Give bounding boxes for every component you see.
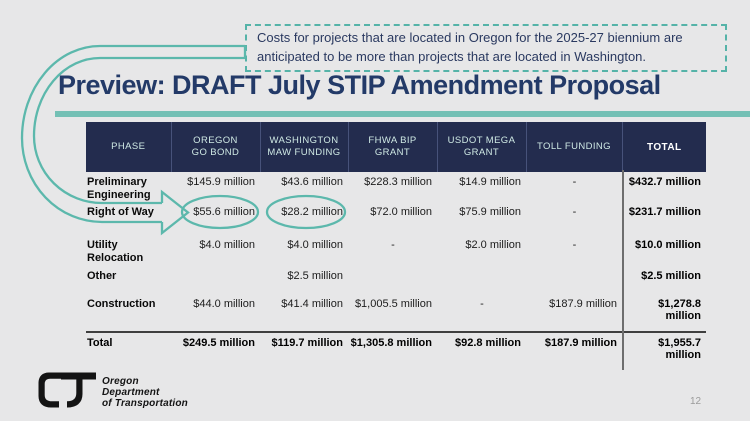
cell-value: $249.5 million xyxy=(171,331,260,363)
cell-value: $187.9 million xyxy=(526,331,622,363)
cell-value: $55.6 million xyxy=(193,206,255,219)
col-header-oregon-go-bond: OREGON GO BOND xyxy=(170,122,260,172)
cell-value: $228.3 million xyxy=(364,176,432,188)
cell-value: $14.9 million xyxy=(459,176,521,188)
table-row: Preliminary Engineering $145.9 million $… xyxy=(86,172,706,202)
phase-label: Total xyxy=(86,331,171,363)
cell-value: $41.4 million xyxy=(281,298,343,311)
odot-logo-icon xyxy=(38,372,96,408)
callout-box: Costs for projects that are located in O… xyxy=(245,24,727,72)
cell-total: $231.7 million xyxy=(628,206,701,219)
cell-value: $4.0 million xyxy=(199,239,255,252)
table-total-row: Total $249.5 million $119.7 million $1,3… xyxy=(86,331,706,363)
odot-logo: Oregon Department of Transportation xyxy=(38,367,188,413)
col-header-usdot-mega: USDOT MEGA GRANT xyxy=(436,122,526,172)
col-header-washington-maw: WASHINGTON MAW FUNDING xyxy=(259,122,348,172)
stip-funding-table: PHASE OREGON GO BOND WASHINGTON MAW FUND… xyxy=(86,122,706,363)
cell-value: $2.5 million xyxy=(287,270,343,283)
cell-value: - xyxy=(480,298,484,311)
cell-value: - xyxy=(572,176,577,188)
phase-label: Utility Relocation xyxy=(87,239,144,264)
cell-value: $1,305.8 million xyxy=(348,331,437,363)
cell-total: $1,278.8 million xyxy=(658,298,701,323)
cell-value: $187.9 million xyxy=(549,298,617,311)
cell-value xyxy=(526,266,622,294)
cell-value xyxy=(171,266,260,294)
phase-label: Preliminary Engineering xyxy=(87,176,151,201)
logo-line: of Transportation xyxy=(102,398,188,409)
phase-label: Other xyxy=(87,270,117,283)
cell-value: $2.0 million xyxy=(465,239,521,252)
logo-line: Oregon xyxy=(102,376,139,387)
page-title: Preview: DRAFT July STIP Amendment Propo… xyxy=(58,70,661,100)
cell-total: $1,955.7 million xyxy=(622,331,706,363)
phase-label: Right of Way xyxy=(87,206,154,219)
logo-line: Department xyxy=(102,387,160,398)
cell-value: $28.2 million xyxy=(281,206,343,219)
cell-total: $432.7 million xyxy=(628,176,701,188)
cell-value: $4.0 million xyxy=(287,239,343,252)
cell-value: $44.0 million xyxy=(193,298,255,311)
page-number: 12 xyxy=(690,396,702,407)
table-header-row: PHASE OREGON GO BOND WASHINGTON MAW FUND… xyxy=(86,122,706,172)
cell-value xyxy=(348,266,437,294)
cell-value: - xyxy=(572,239,577,252)
cell-value: $145.9 million xyxy=(187,176,255,188)
cell-value: $43.6 million xyxy=(281,176,343,188)
cell-value: $1,005.5 million xyxy=(354,298,432,311)
table-row: Utility Relocation $4.0 million $4.0 mil… xyxy=(86,235,706,266)
cell-total: $2.5 million xyxy=(641,270,701,283)
col-header-phase: PHASE xyxy=(86,122,171,172)
cell-total: $10.0 million xyxy=(634,239,701,252)
cell-value: $72.0 million xyxy=(370,206,432,219)
cell-value: - xyxy=(572,206,577,219)
accent-bar xyxy=(55,111,750,117)
cell-value: $92.8 million xyxy=(437,331,526,363)
odot-logo-text: Oregon Department of Transportation xyxy=(102,376,188,409)
callout-text: Costs for projects that are located in O… xyxy=(257,30,683,64)
table-row: Other $2.5 million $2.5 million xyxy=(86,266,706,294)
table-row: Construction $44.0 million $41.4 million… xyxy=(86,294,706,332)
col-header-toll: TOLL FUNDING xyxy=(525,122,622,172)
cell-value xyxy=(437,266,526,294)
col-header-total: TOTAL xyxy=(621,122,706,172)
col-header-fhwa-bip: FHWA BIP GRANT xyxy=(347,122,437,172)
cell-value: - xyxy=(391,239,395,252)
cell-value: $119.7 million xyxy=(260,331,348,363)
table-row: Right of Way $55.6 million $28.2 million… xyxy=(86,202,706,235)
phase-label: Construction xyxy=(87,298,156,311)
cell-value: $75.9 million xyxy=(459,206,521,219)
total-column-separator xyxy=(622,170,624,370)
